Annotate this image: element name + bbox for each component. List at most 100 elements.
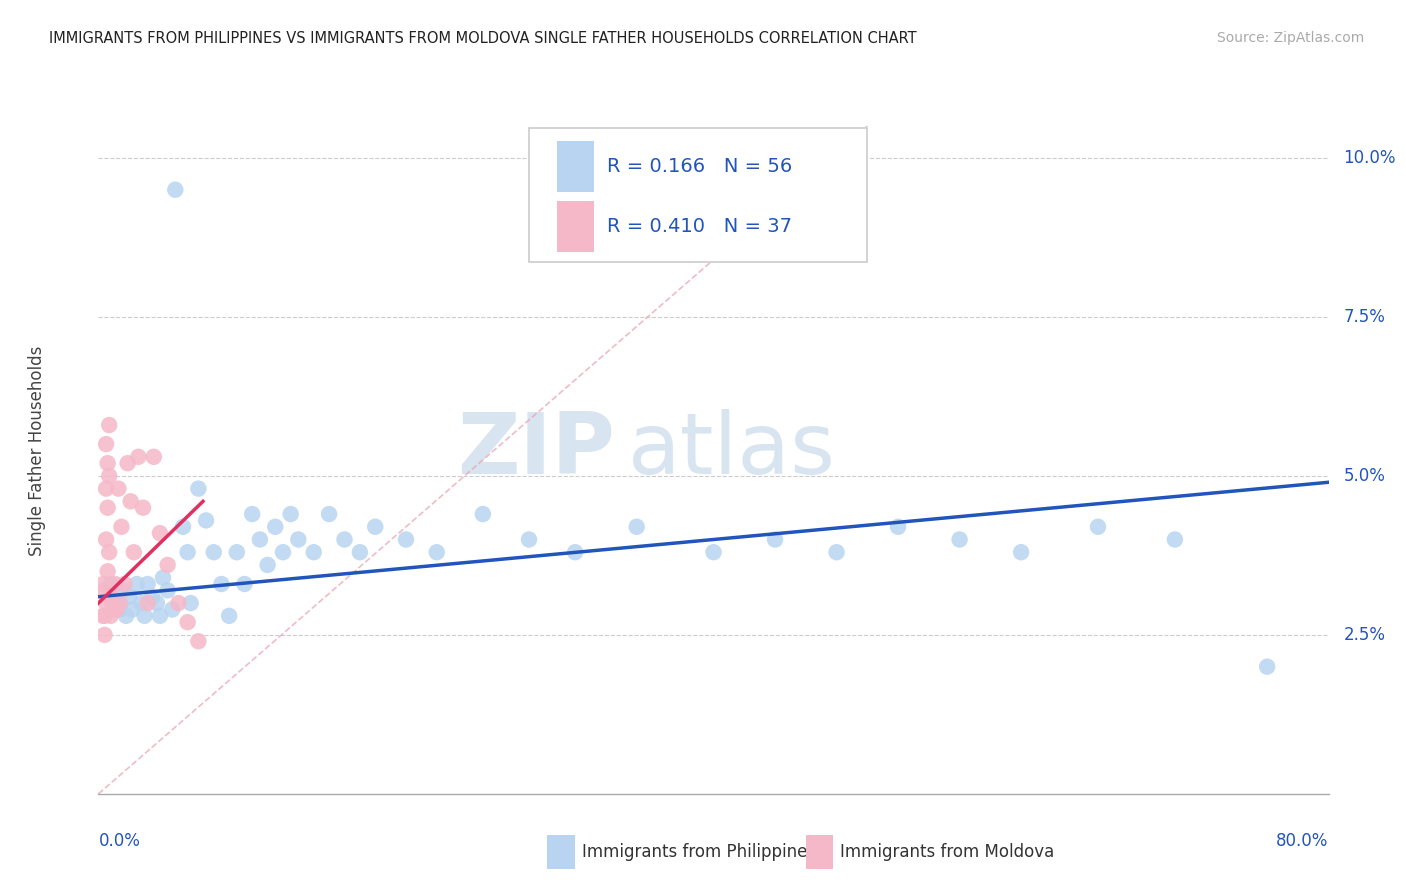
Point <box>94 437 117 451</box>
Point <box>626 520 648 534</box>
Point <box>98 469 121 483</box>
Point <box>165 183 187 197</box>
Point <box>91 608 114 623</box>
Text: 10.0%: 10.0% <box>1344 149 1396 167</box>
Point <box>156 583 179 598</box>
Point <box>564 545 586 559</box>
Point <box>94 533 117 547</box>
Text: R = 0.410   N = 37: R = 0.410 N = 37 <box>606 217 792 235</box>
Point <box>1010 545 1032 559</box>
Point <box>98 417 121 432</box>
Point <box>176 615 198 630</box>
Point <box>517 533 540 547</box>
Text: 2.5%: 2.5% <box>1344 626 1385 644</box>
Point <box>949 533 972 547</box>
Point <box>233 577 256 591</box>
Point <box>395 533 418 547</box>
Point <box>103 590 125 604</box>
Text: 5.0%: 5.0% <box>1344 467 1385 485</box>
Point <box>167 596 190 610</box>
Text: ZIP: ZIP <box>457 409 616 492</box>
Point <box>117 456 139 470</box>
Point <box>115 608 138 623</box>
Point <box>127 450 149 464</box>
Point <box>104 577 127 591</box>
Point <box>287 533 309 547</box>
Point <box>152 571 174 585</box>
Point <box>94 482 117 496</box>
Point <box>364 520 387 534</box>
Point <box>125 577 148 591</box>
Point <box>211 577 233 591</box>
Point <box>271 545 294 559</box>
Point <box>825 545 848 559</box>
Text: atlas: atlas <box>627 409 835 492</box>
Point <box>249 533 271 547</box>
Text: Immigrants from Philippines: Immigrants from Philippines <box>582 843 815 862</box>
Point <box>91 577 114 591</box>
Text: 0.0%: 0.0% <box>98 831 141 850</box>
Point <box>202 545 225 559</box>
Point <box>121 602 143 616</box>
Point <box>108 596 131 610</box>
Point <box>146 596 169 610</box>
Point <box>1256 659 1278 673</box>
Point <box>105 602 128 616</box>
Point <box>105 596 128 610</box>
Point <box>156 558 179 572</box>
Point <box>1164 533 1187 547</box>
Point <box>112 583 135 598</box>
Point <box>103 602 125 616</box>
Point <box>100 608 122 623</box>
Point <box>149 526 172 541</box>
Point <box>131 596 153 610</box>
Point <box>94 596 117 610</box>
Point <box>887 520 910 534</box>
Point <box>114 577 136 591</box>
Point <box>703 545 725 559</box>
Point <box>333 533 356 547</box>
Point <box>132 500 155 515</box>
Point <box>122 545 145 559</box>
Point <box>136 596 159 610</box>
Point <box>97 500 120 515</box>
Point <box>302 545 325 559</box>
Point <box>134 608 156 623</box>
Point <box>180 596 202 610</box>
Point <box>101 596 124 610</box>
Point <box>136 577 159 591</box>
Text: Single Father Households: Single Father Households <box>28 345 46 556</box>
Point <box>1087 520 1109 534</box>
Point <box>162 602 183 616</box>
Point <box>149 608 172 623</box>
Point <box>318 507 340 521</box>
Point <box>110 520 132 534</box>
Point <box>763 533 786 547</box>
Point <box>225 545 247 559</box>
Point <box>471 507 494 521</box>
Point <box>176 545 198 559</box>
Point <box>187 482 209 496</box>
Text: R = 0.166   N = 56: R = 0.166 N = 56 <box>606 157 792 176</box>
Point <box>187 634 209 648</box>
Point <box>172 520 194 534</box>
Text: 80.0%: 80.0% <box>1277 831 1329 850</box>
Point <box>426 545 449 559</box>
Point <box>141 590 163 604</box>
Bar <box>547 835 575 870</box>
Point <box>280 507 302 521</box>
FancyBboxPatch shape <box>529 128 868 261</box>
Point <box>98 545 121 559</box>
Text: IMMIGRANTS FROM PHILIPPINES VS IMMIGRANTS FROM MOLDOVA SINGLE FATHER HOUSEHOLDS : IMMIGRANTS FROM PHILIPPINES VS IMMIGRANT… <box>49 31 917 46</box>
Point <box>142 450 165 464</box>
Point <box>100 577 122 591</box>
Point <box>256 558 278 572</box>
Point <box>97 456 120 470</box>
Bar <box>557 141 595 193</box>
Text: 7.5%: 7.5% <box>1344 308 1385 326</box>
Bar <box>806 835 832 870</box>
Point <box>93 628 115 642</box>
Text: Immigrants from Moldova: Immigrants from Moldova <box>841 843 1054 862</box>
Point <box>107 482 129 496</box>
Point <box>349 545 371 559</box>
